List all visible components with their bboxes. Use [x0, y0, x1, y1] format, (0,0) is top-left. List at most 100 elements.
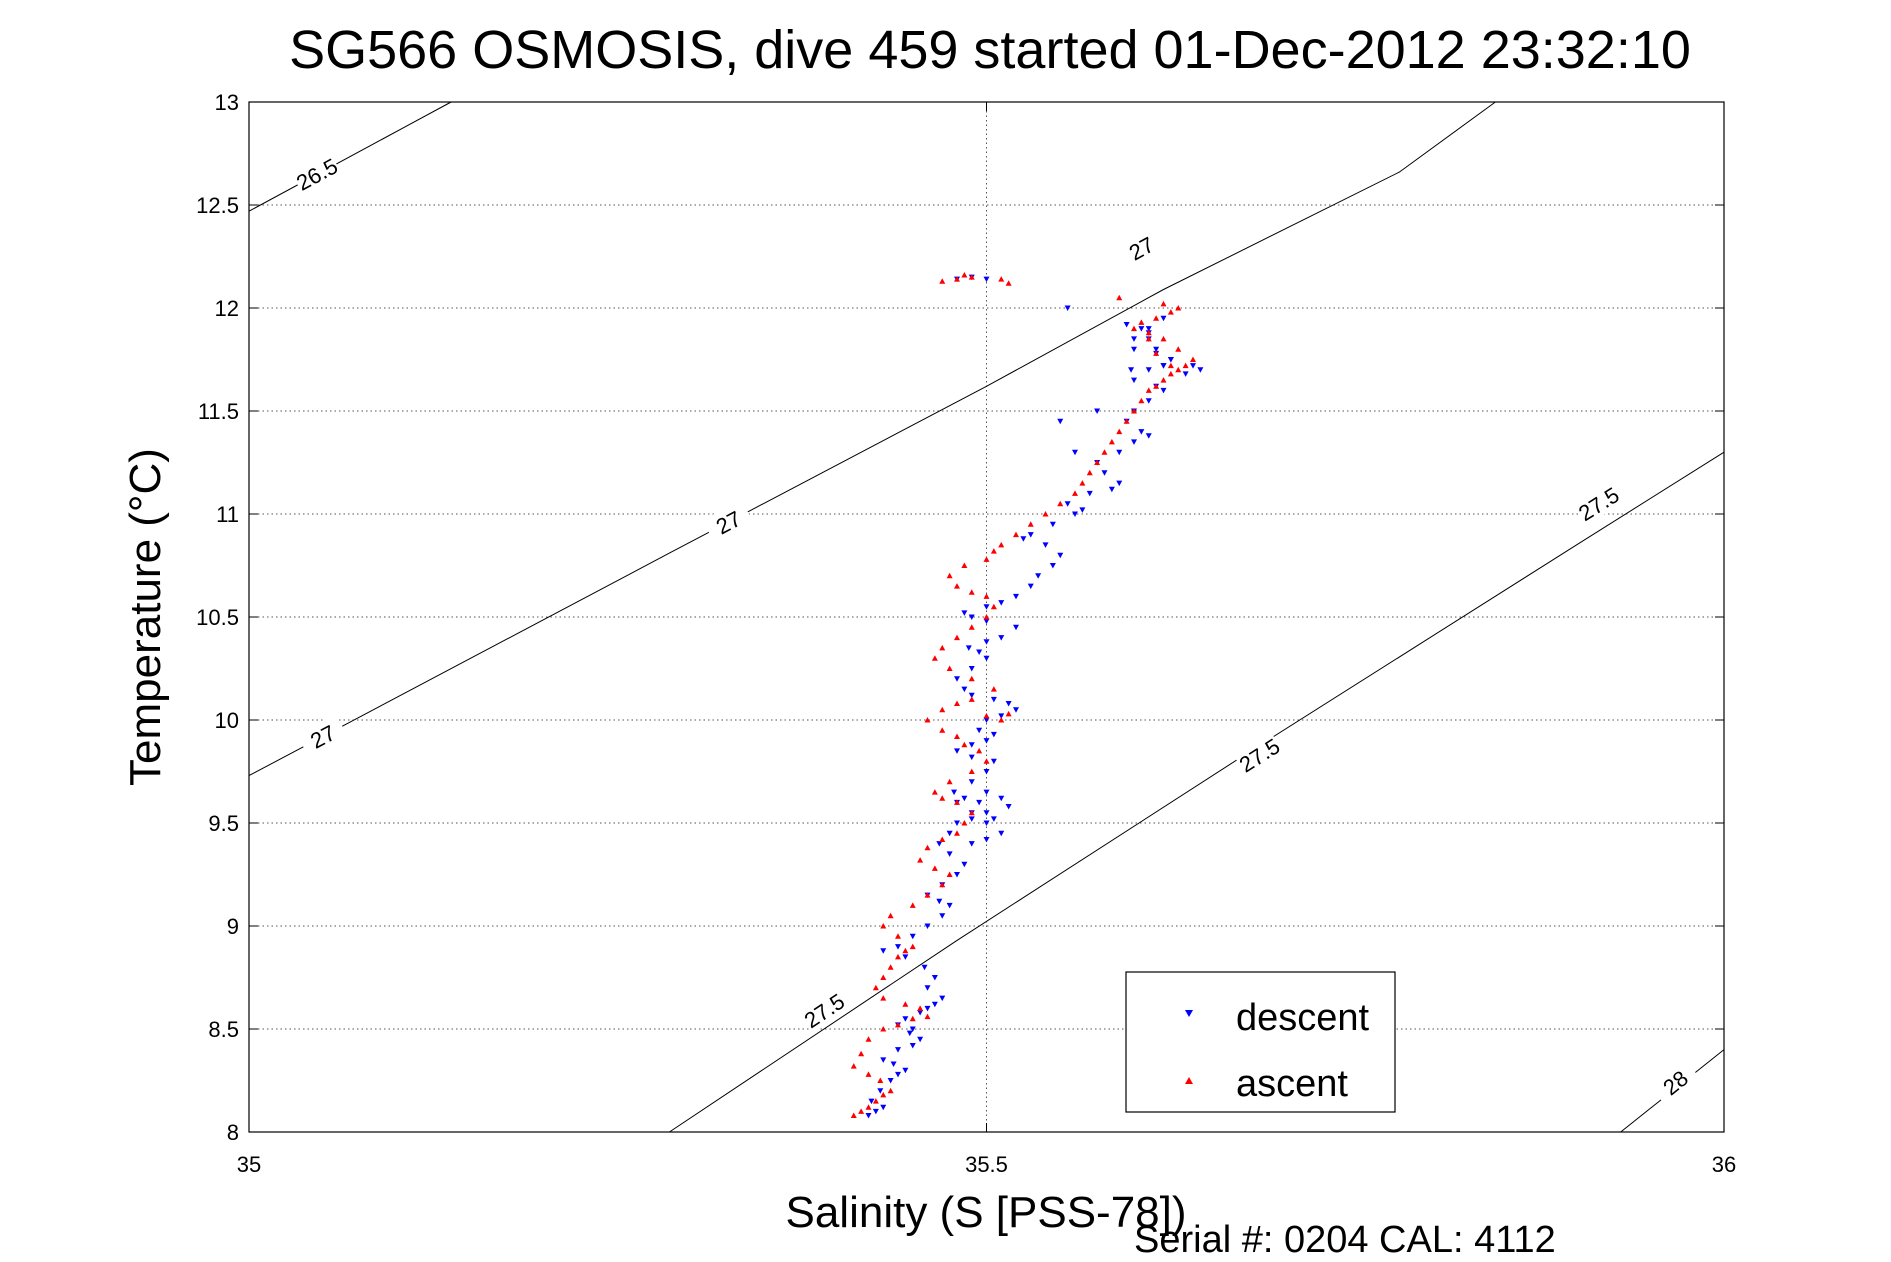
descent-point	[909, 1026, 916, 1032]
descent-point	[983, 789, 990, 796]
data-series	[850, 272, 1204, 1119]
ascent-point	[1013, 531, 1019, 538]
ascent-point	[990, 603, 997, 610]
descent-point	[1035, 573, 1042, 579]
ascent-point	[954, 799, 960, 805]
ascent-point	[939, 795, 946, 801]
ascent-point	[880, 1091, 887, 1098]
descent-point	[1049, 521, 1056, 528]
isopycnal-label-gap	[1233, 731, 1285, 777]
ascent-point	[1101, 449, 1108, 455]
legend-marker-ascent	[1185, 1077, 1193, 1084]
isopycnal-label-gap	[1649, 1057, 1700, 1106]
ascent-point	[1086, 469, 1093, 476]
legend: descent ascent	[1125, 971, 1396, 1113]
ascent-point	[983, 712, 990, 719]
descent-point	[983, 655, 990, 662]
ascent-point	[954, 830, 960, 836]
descent-point	[909, 1042, 916, 1049]
ascent-point	[1116, 294, 1123, 301]
ascent-point	[917, 1005, 924, 1011]
isopycnal-label-gap	[1115, 225, 1167, 270]
ascent-point	[1145, 387, 1152, 393]
serial-cal-info: Serial #: 0204 CAL: 4112	[1134, 1219, 1556, 1261]
descent-point	[1153, 346, 1160, 353]
descent-point	[983, 717, 990, 723]
ascent-point	[1175, 305, 1182, 311]
descent-point	[1190, 363, 1196, 369]
ascent-point	[865, 1036, 872, 1042]
ascent-point	[939, 727, 946, 733]
ascent-point	[976, 747, 983, 754]
ascent-point	[983, 614, 990, 620]
y-tick-label: 9.5	[208, 811, 239, 836]
ascent-point	[909, 943, 916, 950]
ascent-point	[990, 548, 997, 554]
descent-point	[890, 1061, 897, 1068]
ascent-point	[998, 541, 1005, 548]
ascent-point	[872, 1098, 879, 1104]
descent-point	[983, 639, 990, 645]
descent-point	[939, 995, 946, 1002]
ascent-point	[968, 589, 975, 595]
ascent-point	[939, 881, 946, 888]
ascent-point	[895, 953, 901, 960]
descent-point	[939, 913, 946, 919]
descent-point	[936, 841, 943, 847]
descent-point	[921, 964, 928, 971]
ascent-point	[1123, 418, 1130, 424]
descent-point	[954, 676, 960, 682]
descent-point	[1086, 490, 1093, 497]
ascent-point	[850, 1112, 857, 1119]
isopycnal-line-26-5	[248, 101, 452, 212]
ascent-point	[909, 1015, 916, 1022]
series-ascent	[850, 272, 1196, 1119]
descent-point	[1079, 507, 1086, 513]
ascent-point	[1153, 315, 1160, 321]
y-tick-label: 10.5	[196, 605, 239, 630]
ascent-point	[902, 947, 909, 954]
ascent-point	[931, 655, 938, 661]
isopycnal-label-gap	[296, 713, 348, 758]
descent-point	[983, 769, 990, 775]
descent-point	[998, 830, 1005, 837]
descent-point	[961, 686, 968, 693]
ascent-point	[1160, 335, 1167, 342]
isopycnal-label-gap	[290, 151, 342, 196]
ascent-point	[983, 593, 990, 599]
descent-point	[976, 649, 983, 656]
descent-point	[1160, 315, 1167, 322]
descent-point	[1160, 363, 1167, 369]
ascent-point	[968, 274, 975, 280]
descent-point	[1101, 470, 1108, 476]
ascent-point	[858, 1108, 865, 1114]
descent-point	[1013, 624, 1019, 631]
descent-point	[998, 795, 1005, 802]
ascent-point	[961, 741, 968, 748]
descent-point	[961, 861, 968, 868]
ascent-point	[954, 583, 960, 589]
descent-point	[1027, 532, 1034, 538]
descent-point	[961, 795, 968, 802]
ascent-point	[850, 1063, 857, 1069]
x-tick-label: 35.5	[965, 1152, 1008, 1177]
descent-point	[968, 754, 975, 761]
descent-point	[968, 614, 975, 620]
ascent-point	[880, 974, 887, 980]
descent-point	[1197, 367, 1204, 373]
ascent-point	[1182, 362, 1189, 369]
axis-ticks: 35 35.5 36 8 8.5 9 9.5 10 10.5 11 11.5 12 12.5 13	[196, 90, 1736, 1177]
y-axis-label: Temperature (°C)	[121, 448, 170, 786]
ascent-point	[1175, 366, 1182, 373]
ascent-point	[865, 1071, 872, 1077]
descent-point	[976, 727, 983, 734]
descent-point	[1027, 583, 1034, 590]
ascent-point	[902, 1001, 909, 1007]
descent-point	[1005, 701, 1012, 707]
legend-box	[1125, 971, 1396, 1113]
ascent-point	[887, 964, 894, 970]
ascent-point	[1160, 377, 1167, 383]
ascent-point	[968, 624, 975, 630]
descent-point	[983, 738, 990, 744]
descent-point	[1167, 357, 1174, 363]
